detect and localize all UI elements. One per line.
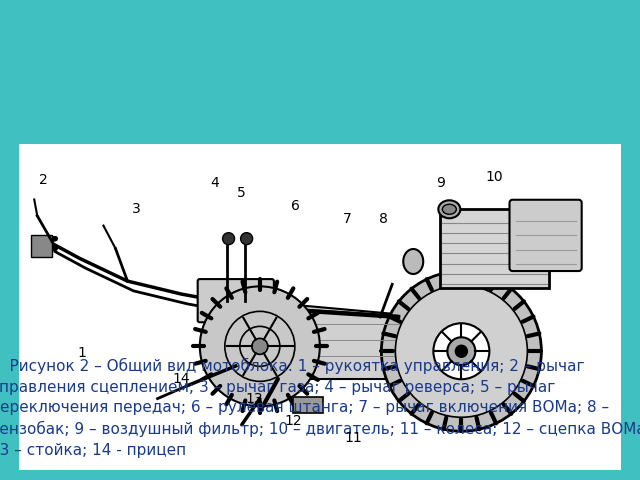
Ellipse shape bbox=[438, 200, 460, 218]
Circle shape bbox=[433, 323, 490, 379]
Circle shape bbox=[456, 345, 467, 357]
Text: 11: 11 bbox=[344, 431, 362, 445]
Polygon shape bbox=[248, 300, 428, 379]
Text: Рисунок 2 – Общий вид мотоблока: 1 – рукоятка управления; 2 – рычаг
управления с: Рисунок 2 – Общий вид мотоблока: 1 – рук… bbox=[0, 358, 640, 458]
Text: 2: 2 bbox=[39, 173, 47, 187]
Circle shape bbox=[396, 285, 527, 417]
Text: 10: 10 bbox=[486, 169, 503, 184]
Circle shape bbox=[447, 337, 476, 365]
Ellipse shape bbox=[442, 204, 456, 214]
Circle shape bbox=[200, 287, 320, 407]
Text: 7: 7 bbox=[342, 212, 351, 226]
Bar bbox=[31, 235, 52, 257]
Text: 12: 12 bbox=[284, 414, 301, 429]
FancyBboxPatch shape bbox=[509, 200, 582, 271]
FancyBboxPatch shape bbox=[198, 279, 274, 322]
Bar bbox=[19, 144, 621, 470]
Circle shape bbox=[223, 233, 234, 245]
Circle shape bbox=[381, 271, 541, 431]
Ellipse shape bbox=[403, 249, 423, 274]
Circle shape bbox=[252, 338, 268, 354]
Text: 14: 14 bbox=[173, 372, 191, 386]
Text: 4: 4 bbox=[211, 176, 219, 190]
Bar bbox=[440, 209, 548, 288]
Text: 1: 1 bbox=[78, 346, 87, 360]
Text: 6: 6 bbox=[291, 199, 300, 213]
Text: 5: 5 bbox=[237, 186, 246, 200]
Bar bbox=[293, 397, 323, 413]
Text: 8: 8 bbox=[379, 212, 388, 226]
Circle shape bbox=[241, 233, 253, 245]
Text: 13: 13 bbox=[245, 392, 262, 406]
Text: 9: 9 bbox=[436, 176, 445, 190]
Text: 3: 3 bbox=[132, 202, 141, 216]
